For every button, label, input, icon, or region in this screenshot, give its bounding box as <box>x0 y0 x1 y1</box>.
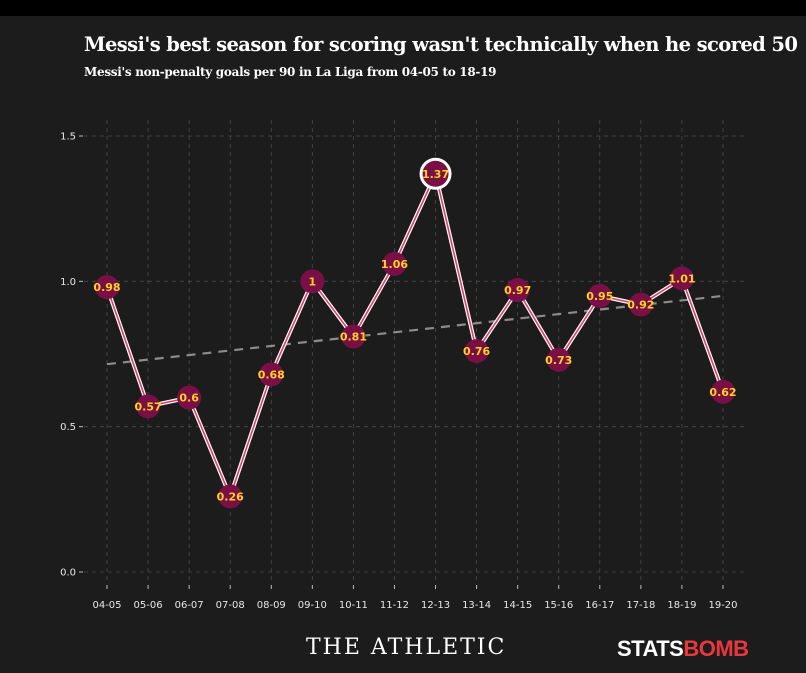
y-tick-label: 0.5 <box>60 422 76 433</box>
x-tick-label: 05-06 <box>134 600 163 611</box>
y-tick-label: 0.0 <box>60 568 76 579</box>
series-line-outline <box>105 171 725 499</box>
x-tick-label: 18-19 <box>667 600 696 611</box>
trend-line <box>106 294 724 366</box>
data-label: 0.73 <box>545 354 572 367</box>
y-tick-label: 1.5 <box>60 132 76 143</box>
x-tick-label: 12-13 <box>421 600 450 611</box>
x-tick-label: 08-09 <box>257 600 286 611</box>
data-label: 0.6 <box>179 392 199 405</box>
data-point <box>300 269 325 294</box>
data-label: 1.06 <box>381 258 408 271</box>
data-point <box>218 484 243 509</box>
data-label: 0.76 <box>463 345 490 358</box>
x-tick-label: 13-14 <box>462 600 491 611</box>
x-tick-label: 10-11 <box>339 600 368 611</box>
data-point <box>505 278 530 303</box>
chart-title: Messi's best season for scoring wasn't t… <box>84 33 798 56</box>
statsbomb-logo-bomb: BOMB <box>683 636 749 661</box>
data-label: 0.68 <box>258 368 285 381</box>
data-point <box>628 292 653 317</box>
data-label: 0.26 <box>217 490 244 503</box>
data-point <box>669 266 694 291</box>
x-tick-label: 07-08 <box>216 600 245 611</box>
data-label: 0.92 <box>627 299 654 312</box>
series-line-group <box>105 171 725 499</box>
x-tick-label: 14-15 <box>503 600 532 611</box>
data-label: 1 <box>309 275 317 288</box>
data-point <box>341 324 366 349</box>
data-point <box>546 347 571 372</box>
series-line <box>106 172 724 498</box>
data-points: 0.98 0.57 0.6 0.26 0.68 1 0.81 1.06 1.37 0.76 0.97… <box>93 157 737 509</box>
x-tick-label: 16-17 <box>585 600 614 611</box>
x-tick-label: 19-20 <box>708 600 737 611</box>
chart-frame <box>0 16 806 673</box>
data-point <box>464 339 489 364</box>
data-point <box>587 283 612 308</box>
data-point <box>177 385 202 410</box>
x-tick-label: 09-10 <box>298 600 327 611</box>
x-tick-label: 15-16 <box>544 600 573 611</box>
x-tick-label: 17-18 <box>626 600 655 611</box>
data-point <box>259 362 284 387</box>
data-label: 0.97 <box>504 284 531 297</box>
data-label: 0.62 <box>709 386 736 399</box>
data-label: 0.81 <box>340 331 367 344</box>
data-label: 0.57 <box>134 400 161 413</box>
trend-line-group <box>106 294 724 366</box>
x-tick-label: 06-07 <box>175 600 204 611</box>
data-point <box>136 394 161 419</box>
axes: 0.0 0.5 1.0 1.5 04-05 05-06 06-07 07-08 08-09 09-… <box>60 132 737 612</box>
statsbomb-logo: STATSBOMB <box>617 636 749 662</box>
statsbomb-logo-stats: STATS <box>617 636 684 661</box>
data-label: 1.37 <box>422 168 449 181</box>
data-point <box>95 275 119 300</box>
data-label: 0.98 <box>93 281 120 294</box>
grid-lines <box>84 120 744 584</box>
x-tick-label: 04-05 <box>92 600 121 611</box>
the-athletic-logo: THE ATHLETIC <box>306 635 507 660</box>
x-tick-label: 11-12 <box>380 600 409 611</box>
data-label: 1.01 <box>668 272 695 285</box>
data-point <box>382 251 407 276</box>
data-point-highlight <box>422 160 449 187</box>
y-tick-label: 1.0 <box>60 277 76 288</box>
data-label: 0.95 <box>586 290 613 303</box>
data-point <box>711 379 735 404</box>
chart-subtitle: Messi's non-penalty goals per 90 in La L… <box>84 65 497 79</box>
